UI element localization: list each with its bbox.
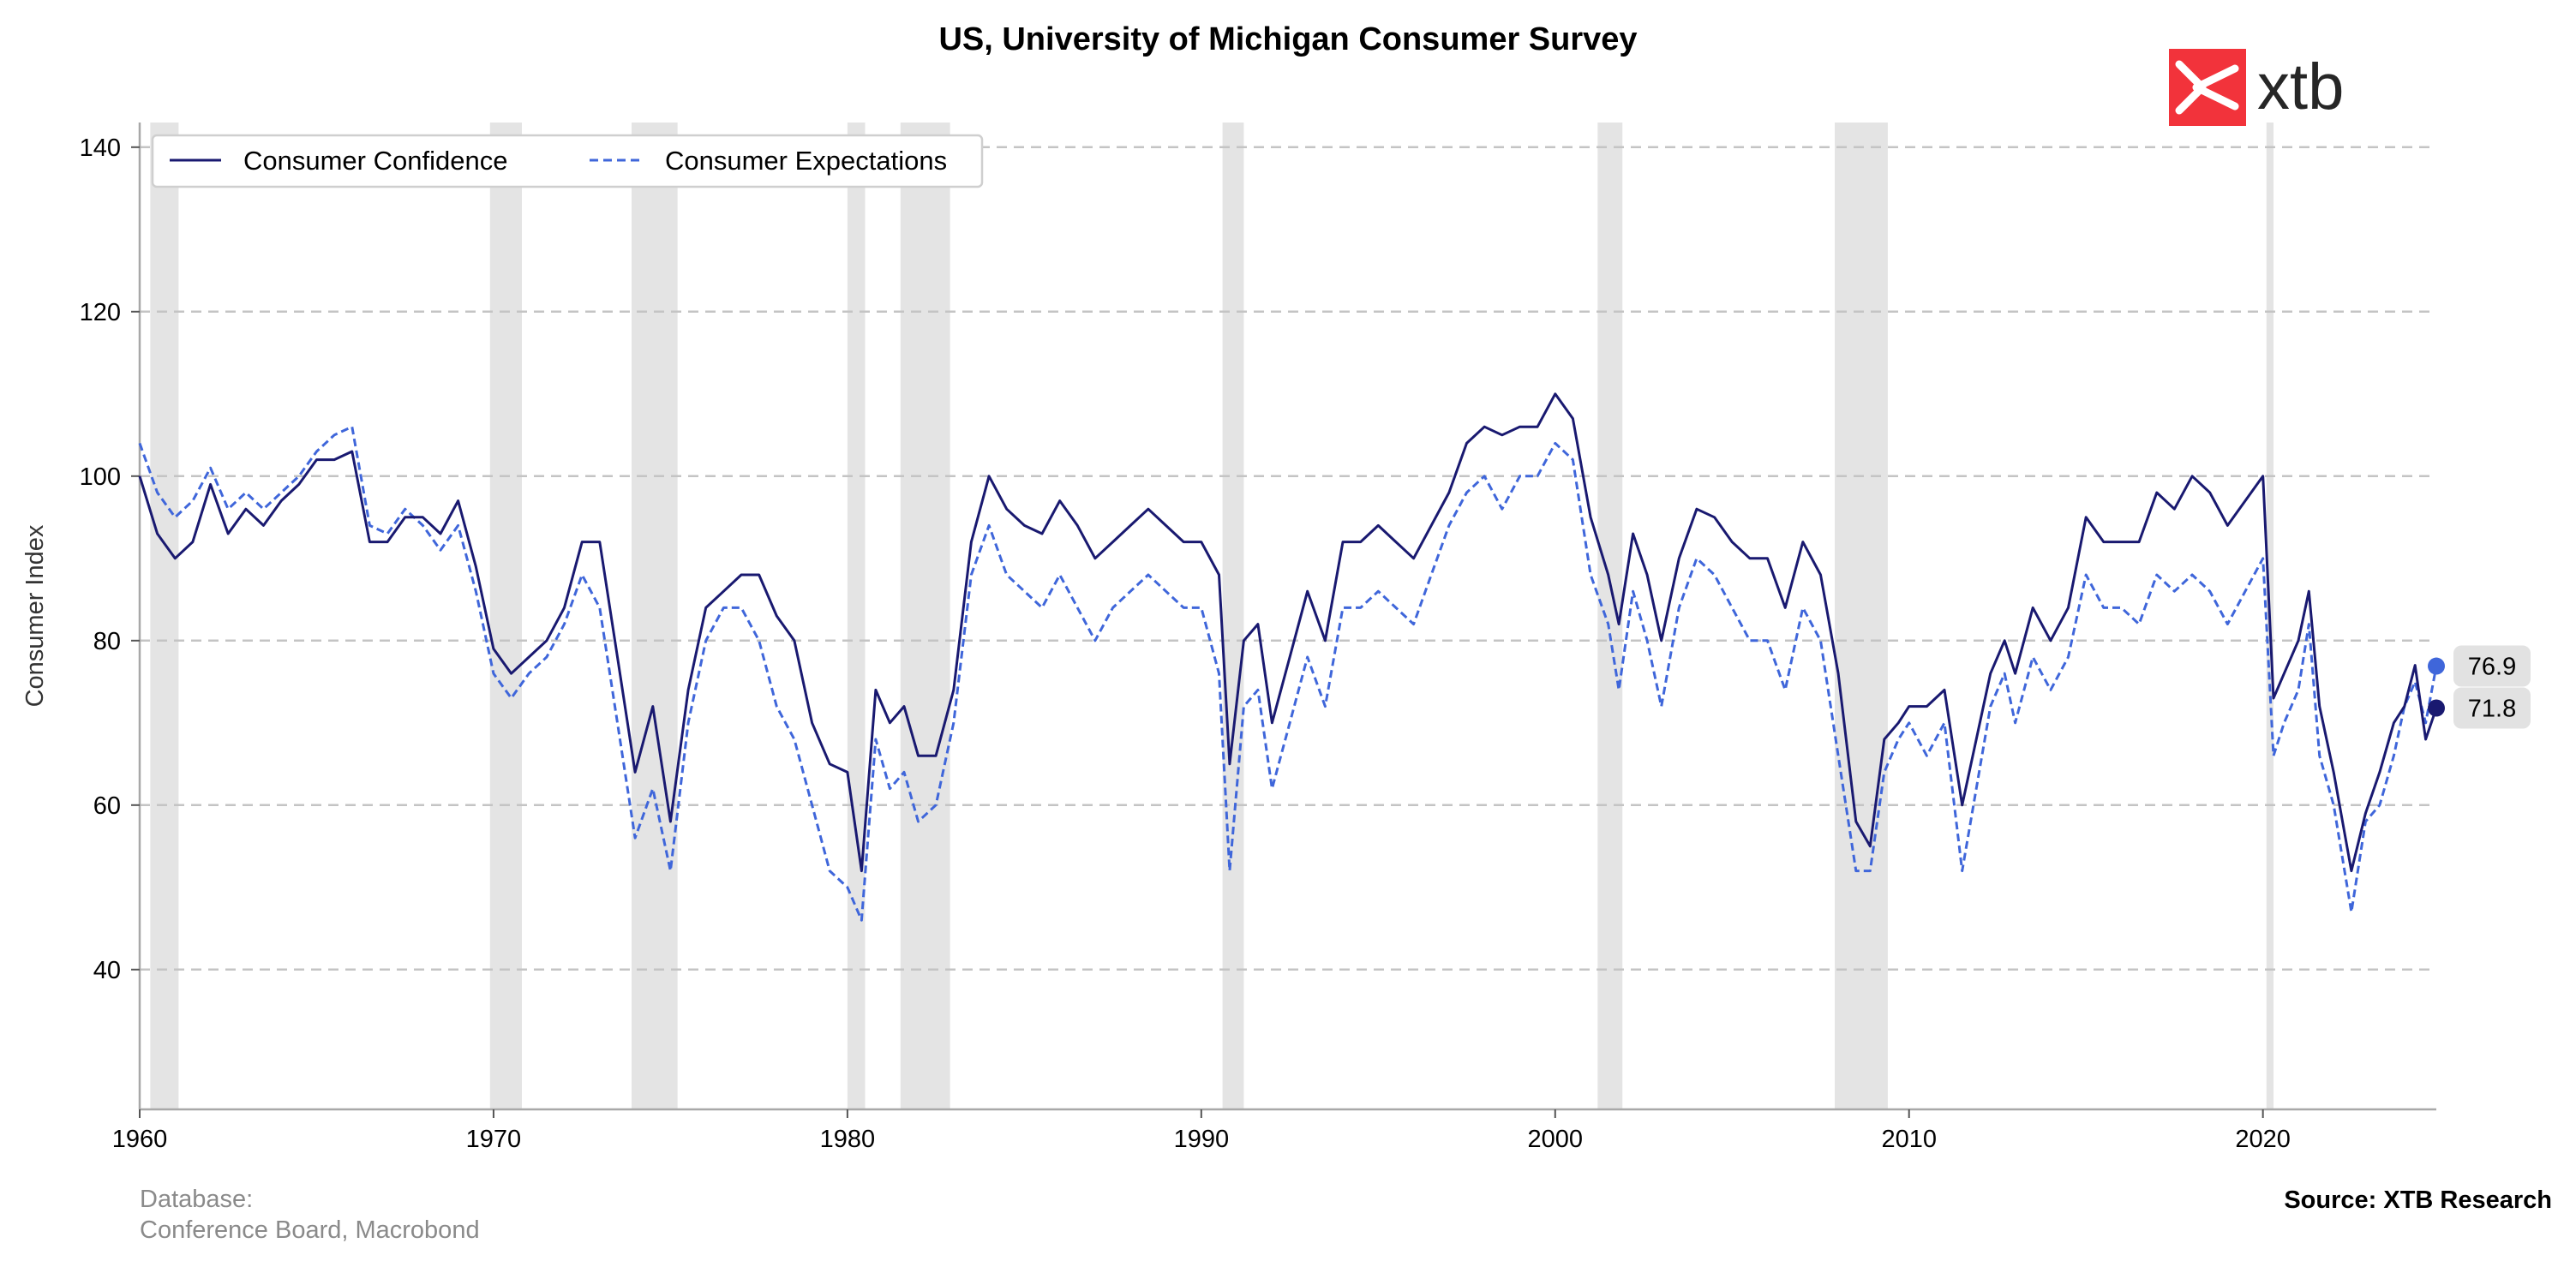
end-value-label: 71.8 <box>2468 696 2516 723</box>
end-value-badge <box>2453 687 2531 729</box>
legend-label-consumer-confidence: Consumer Confidence <box>243 146 507 176</box>
y-tick-label: 140 <box>80 134 121 162</box>
y-tick-label: 40 <box>93 957 121 984</box>
x-tick-label: 2000 <box>1528 1126 1584 1153</box>
series-lines <box>138 392 2438 922</box>
end-value-marker <box>2428 657 2445 675</box>
x-tick-label: 2020 <box>2235 1126 2291 1153</box>
x-ticks: 1960 1970 1980 1990 2000 2010 2020 <box>112 1109 2291 1153</box>
series-line-consumer-expectations <box>138 425 2438 922</box>
gridlines <box>140 146 2436 971</box>
recession-band <box>847 123 866 1109</box>
legend-label-consumer-expectations: Consumer Expectations <box>665 146 947 176</box>
recession-band <box>1222 123 1244 1109</box>
y-tick-label: 80 <box>93 628 121 655</box>
xtb-logo-mark <box>2169 49 2246 126</box>
recession-band <box>150 123 179 1109</box>
end-value-badge <box>2453 645 2531 687</box>
y-tick-label: 60 <box>93 792 121 820</box>
xtb-logo-text: xtb <box>2257 51 2344 123</box>
x-tick-label: 1960 <box>112 1126 168 1153</box>
recession-band <box>631 123 678 1109</box>
legend: Consumer Confidence Consumer Expectation… <box>151 134 984 188</box>
x-tick-label: 1970 <box>466 1126 522 1153</box>
y-tick-label: 120 <box>80 299 121 326</box>
end-value-labels: 71.8 76.9 <box>2428 645 2531 729</box>
end-value-label: 76.9 <box>2468 654 2516 681</box>
legend-box <box>151 134 984 188</box>
source-note: Source: XTB Research <box>2284 1186 2552 1214</box>
y-ticks: 40 60 80 100 120 140 <box>80 134 140 984</box>
database-label: Database: <box>140 1186 254 1213</box>
x-tick-label: 1980 <box>820 1126 876 1153</box>
recession-bands <box>150 123 2274 1109</box>
recession-band <box>1834 123 1888 1109</box>
recession-band <box>489 123 522 1109</box>
xtb-logo-x-icon <box>2175 60 2239 115</box>
chart-title: US, University of Michigan Consumer Surv… <box>938 21 1637 57</box>
x-tick-label: 2010 <box>1881 1126 1937 1153</box>
series-line-consumer-confidence <box>138 392 2438 873</box>
xtb-logo: xtb <box>2169 49 2344 126</box>
end-value-marker <box>2428 699 2445 717</box>
recession-band <box>900 123 950 1109</box>
database-value: Conference Board, Macrobond <box>140 1216 480 1244</box>
y-tick-label: 100 <box>80 463 121 491</box>
database-note: Database: Conference Board, Macrobond <box>140 1184 480 1246</box>
recession-band <box>1597 123 1623 1109</box>
y-axis-label: Consumer Index <box>21 524 49 707</box>
x-tick-label: 1990 <box>1174 1126 1230 1153</box>
